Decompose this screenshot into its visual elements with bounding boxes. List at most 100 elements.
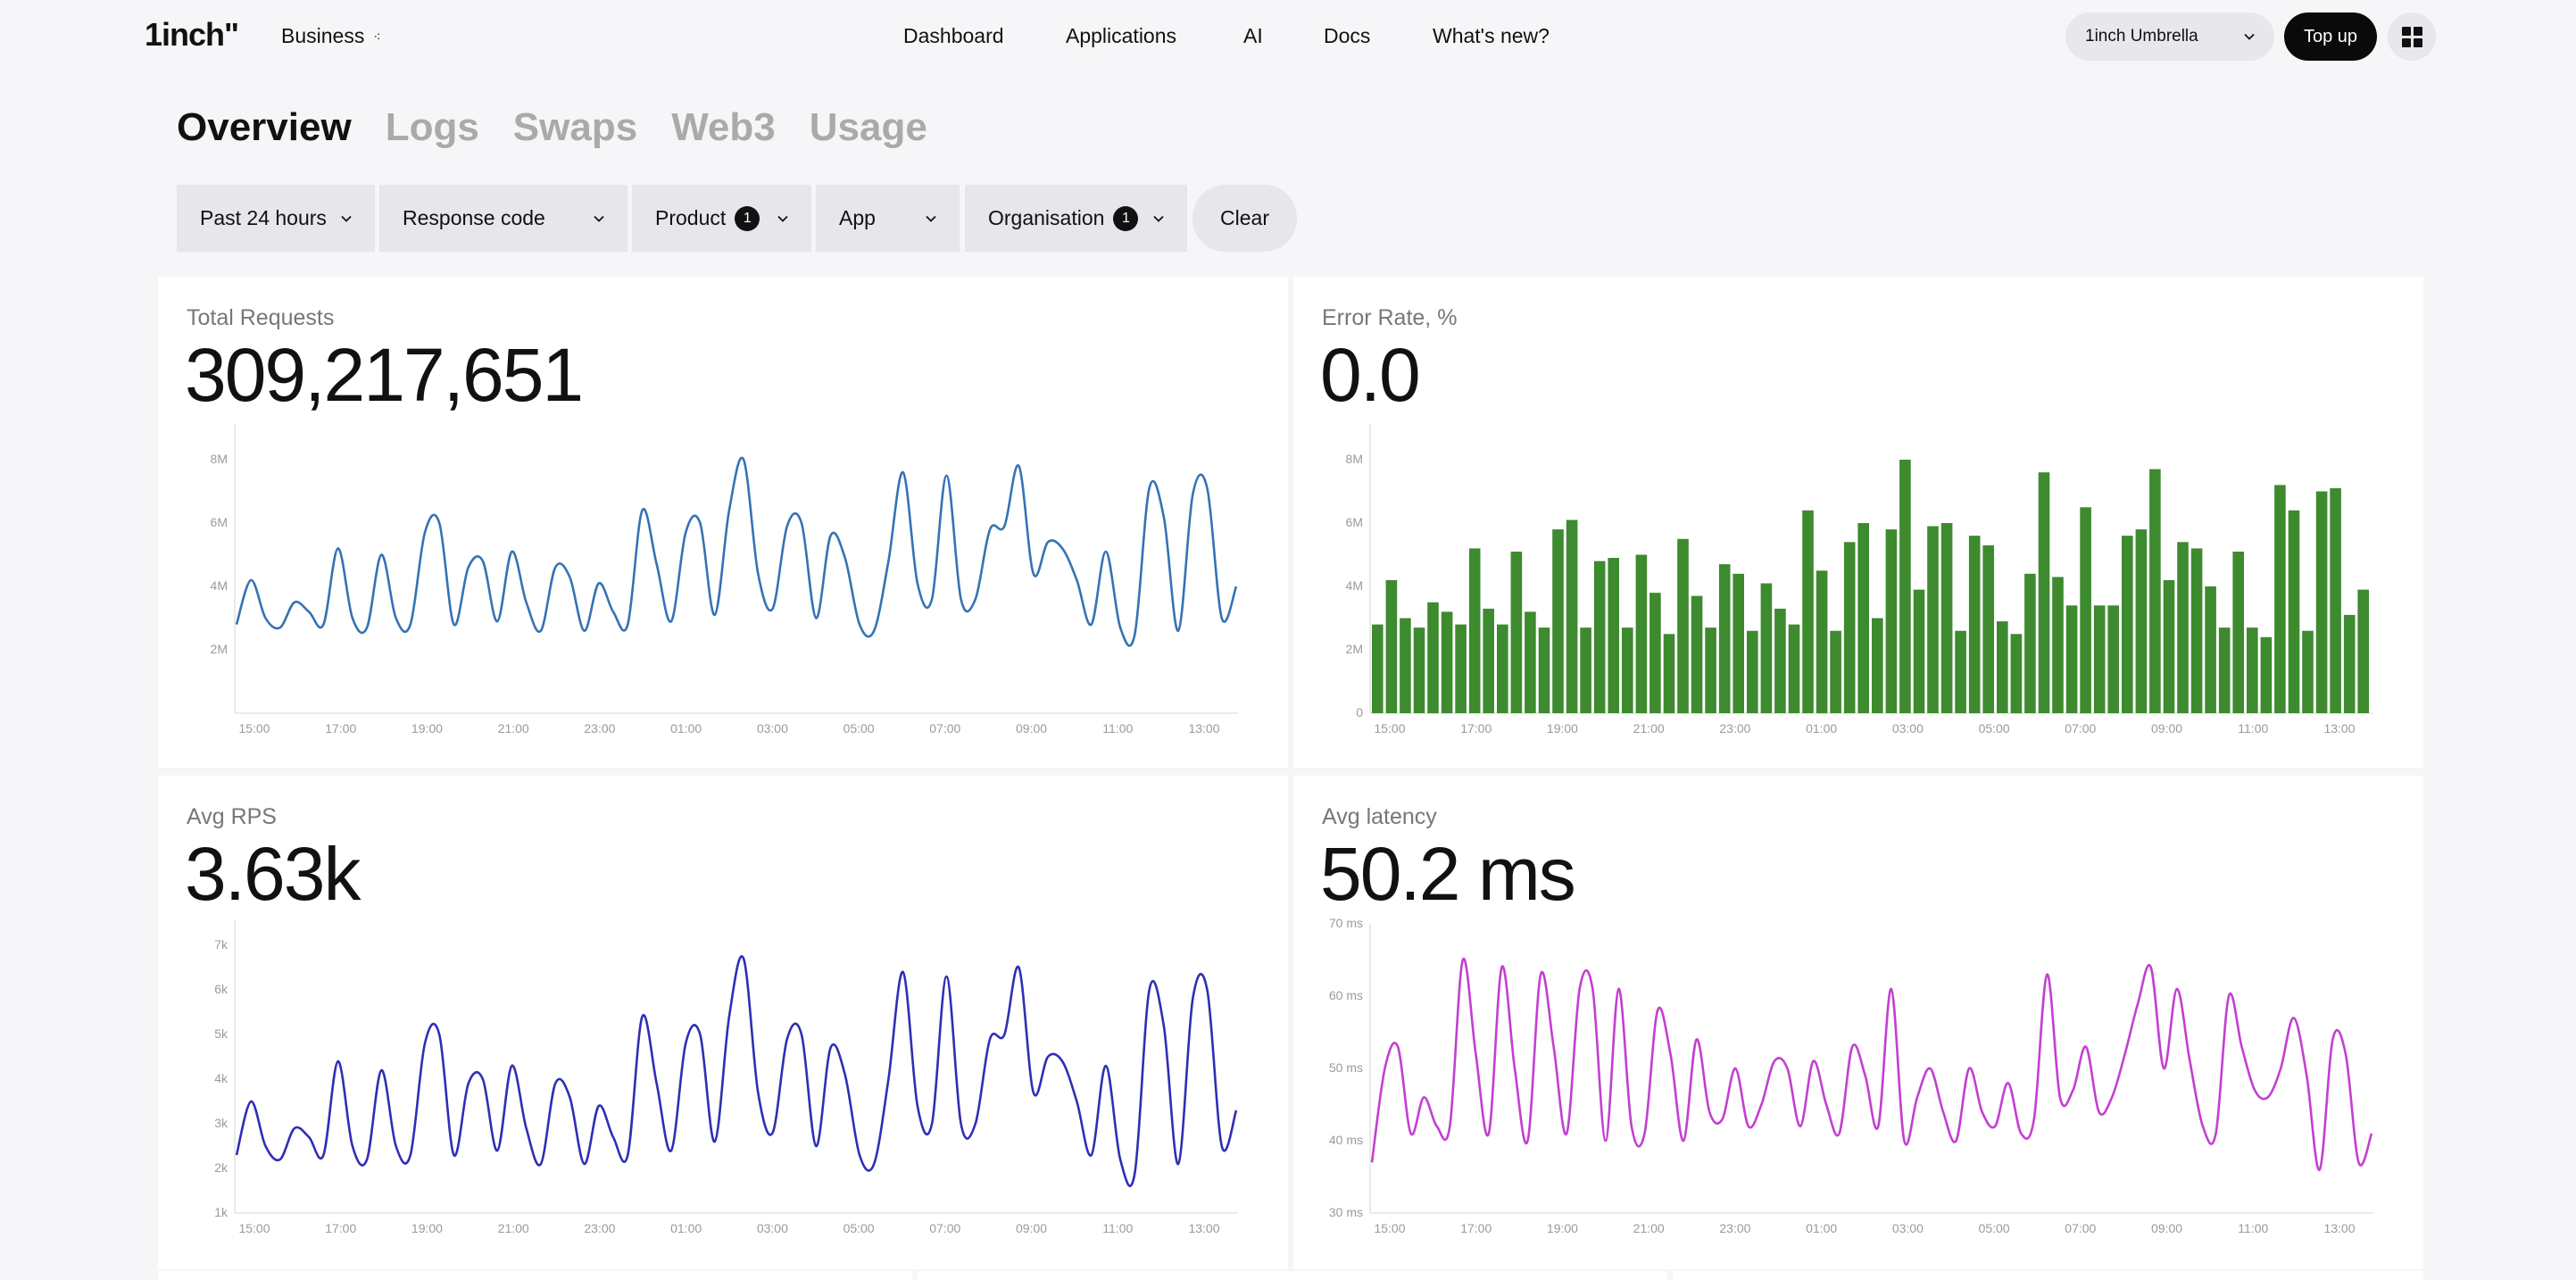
filter-label: Organisation — [988, 206, 1105, 229]
tab-overview[interactable]: Overview — [177, 105, 352, 149]
bar — [1580, 628, 1591, 713]
tab-usage[interactable]: Usage — [809, 105, 927, 149]
y-tick-label: 50 ms — [1329, 1060, 1363, 1075]
chevron-down-icon — [777, 215, 788, 222]
filter-product[interactable]: Product 1 — [632, 185, 811, 252]
page-tabs: Overview Logs Swaps Web3 Usage — [177, 105, 927, 150]
apps-button[interactable] — [2388, 12, 2436, 61]
top-up-button[interactable]: Top up — [2284, 12, 2377, 61]
bar — [1747, 630, 1758, 713]
x-tick-label: 17:00 — [325, 721, 356, 736]
x-tick-label: 01:00 — [670, 1221, 702, 1235]
bar — [2274, 485, 2286, 713]
tab-logs[interactable]: Logs — [385, 105, 479, 149]
y-tick-label: 2k — [214, 1160, 229, 1175]
filter-label: Past 24 hours — [200, 206, 327, 229]
filter-label: Response code — [403, 206, 545, 229]
apps-grid-icon — [2401, 26, 2422, 47]
x-tick-label: 03:00 — [1892, 1221, 1924, 1235]
bar — [2149, 469, 2161, 713]
bar — [2330, 488, 2341, 713]
bar — [2107, 605, 2119, 713]
bar — [1483, 608, 1494, 713]
filter-organisation[interactable]: Organisation 1 — [965, 185, 1187, 252]
logo[interactable]: 1inch" — [145, 16, 239, 53]
y-tick-label: 2M — [211, 642, 228, 656]
bar — [2247, 628, 2258, 713]
bar — [2357, 589, 2369, 713]
bar — [1927, 526, 1939, 713]
bar — [1760, 583, 1773, 713]
bar — [2065, 605, 2078, 713]
y-tick-label: 8M — [211, 452, 228, 466]
card-title: Avg latency — [1322, 804, 1437, 829]
x-tick-label: 07:00 — [2065, 721, 2096, 736]
product-switcher[interactable]: Business ⁖ — [281, 24, 381, 48]
bar — [1802, 510, 1814, 713]
bar — [2343, 614, 2356, 713]
x-tick-label: 05:00 — [1979, 721, 2010, 736]
x-tick-label: 13:00 — [2323, 721, 2355, 736]
x-tick-label: 19:00 — [1547, 721, 1578, 736]
bar — [2024, 573, 2036, 713]
series-line — [235, 955, 1238, 1187]
organisation-select[interactable]: 1inch Umbrella — [2065, 12, 2274, 61]
card-avg-rps: Avg RPS 3.63k 1k 2k 3k 4k 5k 6k 7k 15:00 17:00 19… — [158, 776, 1288, 1269]
x-tick-label: 21:00 — [1633, 721, 1665, 736]
tab-web3[interactable]: Web3 — [671, 105, 776, 149]
y-tick-label: 1k — [214, 1205, 229, 1219]
bar — [1718, 564, 1731, 713]
bar — [1385, 579, 1398, 713]
nav-dashboard[interactable]: Dashboard — [903, 24, 1004, 47]
filter-response-code[interactable]: Response code — [379, 185, 627, 252]
y-tick-label: 2M — [1346, 642, 1363, 656]
product-label: Business — [281, 24, 365, 47]
bar — [1622, 628, 1633, 713]
total-requests-chart: 2M 4M 6M 8M 15:00 17:00 19:00 21:00 23:00 01:00 03… — [211, 424, 1238, 736]
tab-swaps[interactable]: Swaps — [512, 105, 638, 149]
bar — [2232, 552, 2244, 713]
filter-app[interactable]: App — [816, 185, 960, 252]
card-value: 50.2 ms — [1320, 832, 1576, 916]
clear-filters-button[interactable]: Clear — [1192, 185, 1297, 252]
x-tick-label: 09:00 — [2151, 1221, 2182, 1235]
nav-docs[interactable]: Docs — [1324, 24, 1371, 47]
bar — [2163, 579, 2175, 713]
next-card — [1673, 1271, 2423, 1280]
x-tick-label: 15:00 — [238, 1221, 270, 1235]
card-total-requests: Total Requests 309,217,651 2M 4M 6M 8M 15:00… — [158, 277, 1288, 768]
bar — [1774, 608, 1786, 713]
nav-ai[interactable]: AI — [1243, 24, 1263, 47]
card-value: 309,217,651 — [185, 333, 584, 417]
x-tick-label: 05:00 — [1979, 1221, 2010, 1235]
bar — [1997, 621, 2008, 713]
organisation-select-value: 1inch Umbrella — [2085, 27, 2198, 46]
card-title: Avg RPS — [187, 804, 277, 829]
bar — [1552, 529, 1564, 713]
chevron-down-icon — [1153, 215, 1164, 222]
bar — [1788, 624, 1800, 713]
bar — [2122, 536, 2133, 713]
y-tick-label: 5k — [214, 1026, 229, 1041]
bar — [2093, 605, 2106, 713]
filter-label: App — [839, 206, 876, 229]
bar — [1468, 548, 1481, 713]
bar — [1899, 460, 1911, 713]
bar — [1691, 595, 1703, 713]
bar — [2177, 542, 2189, 713]
chevron-down-icon — [926, 215, 936, 222]
filter-time-range[interactable]: Past 24 hours — [177, 185, 375, 252]
bar — [1400, 618, 1411, 713]
bar — [1830, 630, 1841, 713]
series-line — [1370, 957, 2373, 1171]
bar — [1955, 630, 1966, 713]
filter-label: Product — [655, 206, 727, 229]
card-title: Error Rate, % — [1322, 305, 1458, 330]
nav-whats-new[interactable]: What's new? — [1433, 24, 1550, 47]
x-tick-label: 01:00 — [1806, 1221, 1837, 1235]
y-tick-label: 60 ms — [1329, 988, 1363, 1002]
nav-applications[interactable]: Applications — [1066, 24, 1177, 47]
bar — [2010, 634, 2023, 714]
bar — [1968, 536, 1981, 713]
bar — [1427, 602, 1439, 714]
